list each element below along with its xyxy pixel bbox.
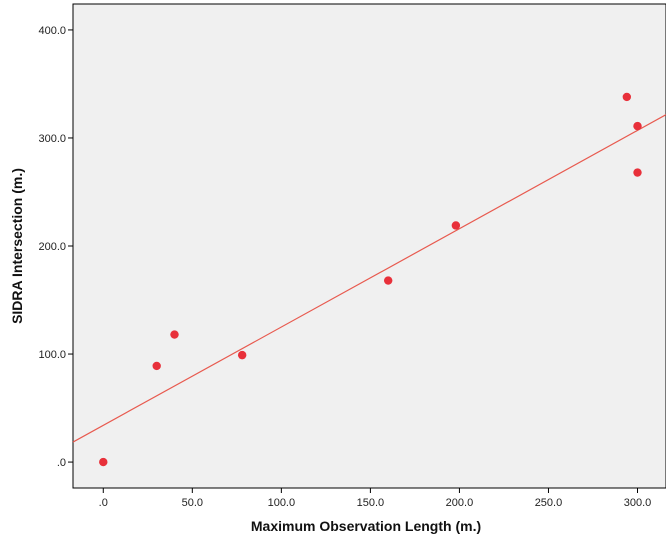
data-point (451, 221, 461, 230)
y-tick-label: 300.0 (38, 133, 66, 145)
x-tick-label: 300.0 (624, 497, 652, 509)
y-axis-title: SIDRA Intersection (m.) (9, 168, 25, 324)
data-points (99, 92, 642, 467)
x-tick-label: 200.0 (446, 497, 474, 509)
y-tick-label: 400.0 (38, 25, 66, 37)
x-tick-label: 50.0 (182, 497, 203, 509)
y-tick-label: 200.0 (38, 241, 66, 253)
y-tick-label: .0 (57, 457, 66, 469)
plot-area (72, 3, 666, 489)
tick-labels: .0 50.0 100.0 150.0 200.0 250.0 300.0 .0 100.0 20… (38, 25, 651, 509)
x-axis-title: Maximum Observation Length (m.) (251, 518, 481, 534)
data-point (633, 168, 642, 177)
data-point (622, 92, 632, 102)
data-point (152, 361, 161, 371)
data-point (633, 121, 642, 131)
fit-line (72, 114, 666, 443)
x-tick-label: 100.0 (268, 497, 296, 509)
axis-ticks (68, 29, 639, 493)
x-tick-label: .0 (99, 497, 108, 509)
x-tick-label: 150.0 (357, 497, 385, 509)
data-point (99, 457, 108, 467)
data-point (383, 276, 393, 285)
x-tick-label: 250.0 (535, 497, 563, 509)
data-point (237, 350, 247, 360)
data-point (170, 330, 179, 339)
y-tick-label: 100.0 (38, 349, 66, 361)
fit-line-layer (72, 114, 666, 443)
